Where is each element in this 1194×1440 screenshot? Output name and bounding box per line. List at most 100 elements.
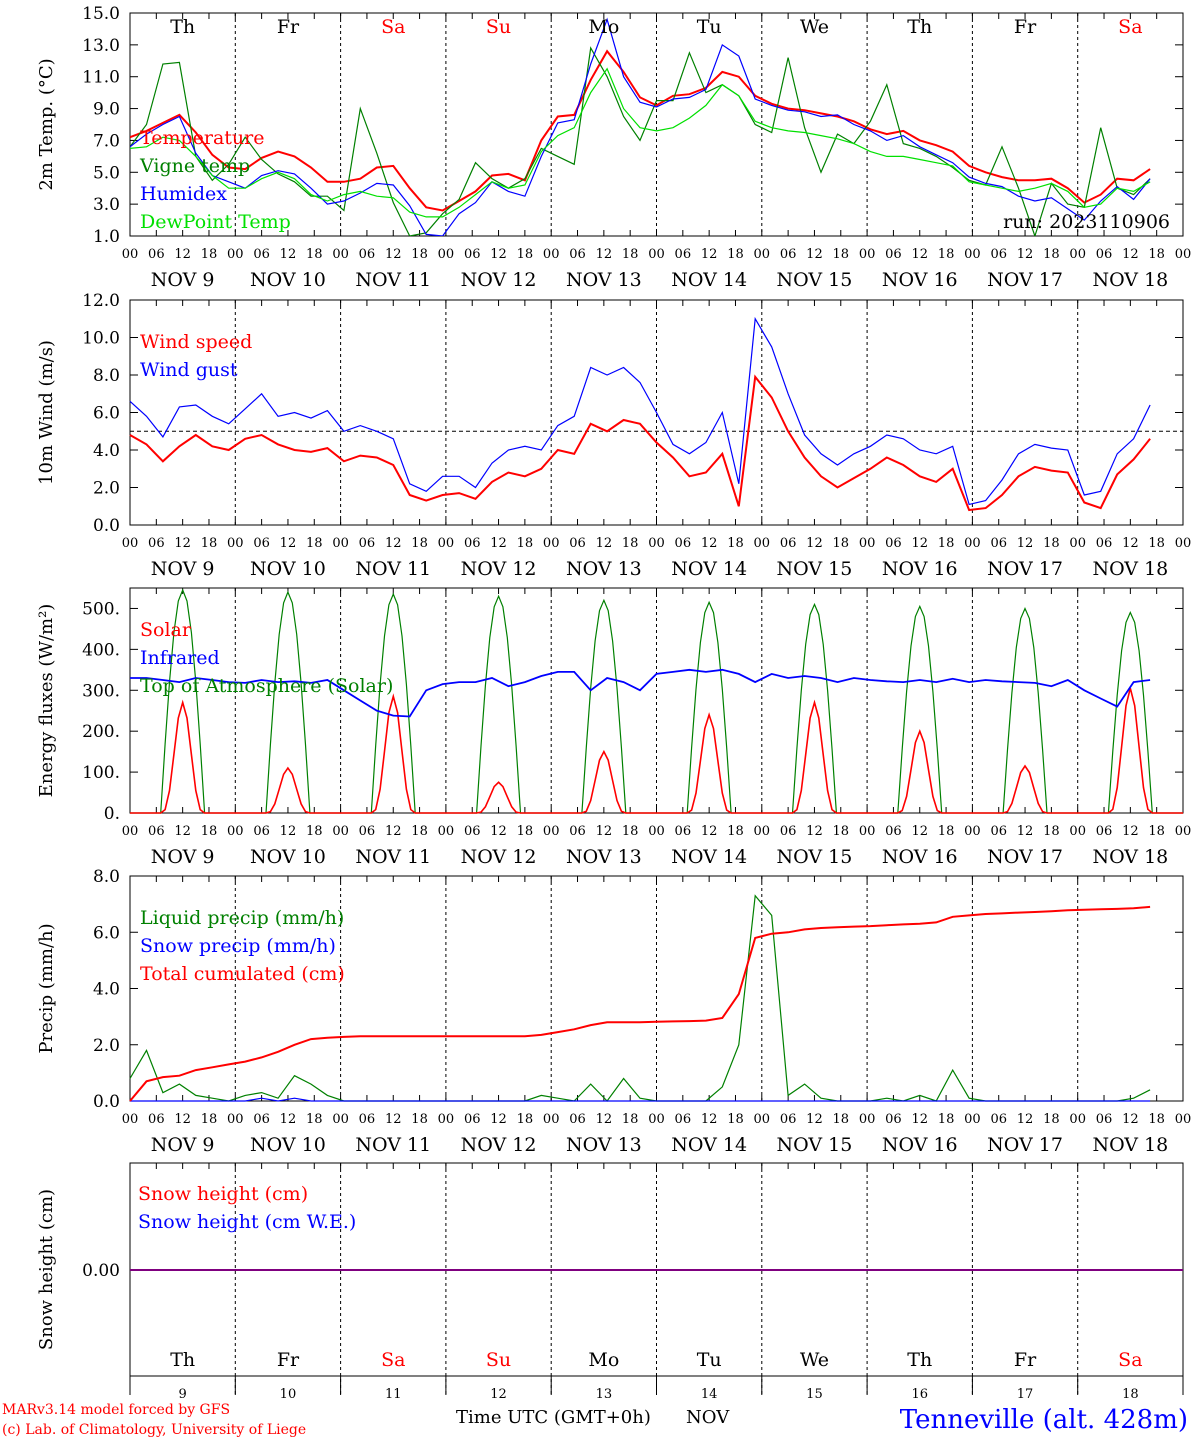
date-label: NOV 12	[461, 558, 537, 580]
x-hour-label: 06	[1096, 536, 1113, 551]
x-hour-label: 18	[306, 824, 323, 839]
date-label: NOV 15	[777, 846, 853, 868]
x-hour-label: 12	[911, 536, 928, 551]
x-hour-label: 18	[1148, 1112, 1165, 1127]
x-hour-label: 06	[780, 247, 797, 262]
date-label: NOV 13	[566, 269, 642, 291]
x-hour-label: 00	[227, 1112, 244, 1127]
y-tick-label: 100.	[82, 763, 120, 783]
x-hour-label: 00	[964, 536, 981, 551]
weekday-label: Fr	[277, 1349, 300, 1371]
x-hour-label: 06	[569, 824, 586, 839]
date-label: NOV 18	[1092, 558, 1168, 580]
weekday-label: Fr	[1014, 16, 1037, 38]
x-hour-label: 06	[359, 824, 376, 839]
x-hour-label: 18	[727, 247, 744, 262]
date-label: NOV 14	[671, 1134, 747, 1156]
x-hour-label: 00	[964, 824, 981, 839]
x-hour-label: 12	[1122, 536, 1139, 551]
legend-entry: Temperature	[140, 127, 264, 149]
weekday-label: Su	[486, 16, 511, 38]
x-hour-label: 18	[517, 536, 534, 551]
date-label: NOV 11	[355, 269, 431, 291]
x-hour-label: 00	[754, 1112, 771, 1127]
snow-precip-line	[130, 1097, 1151, 1102]
date-label: NOV 10	[250, 846, 326, 868]
x-hour-label: 06	[990, 1112, 1007, 1127]
y-axis-label: 2m Temp. (°C)	[36, 58, 57, 190]
x-hour-label: 00	[859, 536, 876, 551]
x-hour-label: 18	[938, 824, 955, 839]
x-hour-label: 18	[938, 536, 955, 551]
x-hour-label: 06	[885, 536, 902, 551]
x-hour-label: 00	[227, 824, 244, 839]
date-label: NOV 17	[987, 558, 1063, 580]
y-tick-label: 5.0	[93, 163, 120, 183]
legend-entry: Wind gust	[140, 359, 238, 381]
weekday-label: Th	[170, 16, 195, 38]
weekday-label: Tu	[697, 16, 722, 38]
x-hour-label: 12	[385, 536, 402, 551]
x-hour-label: 18	[517, 247, 534, 262]
y-tick-label: 300.	[82, 681, 120, 701]
x-hour-label: 12	[174, 247, 191, 262]
x-hour-label: 06	[148, 247, 165, 262]
wind-line	[129, 316, 1151, 506]
y-tick-label: 1.0	[93, 227, 120, 247]
date-label: NOV 13	[566, 846, 642, 868]
x-hour-label: 12	[280, 1112, 297, 1127]
x-hour-label: 12	[174, 536, 191, 551]
x-hour-label: 12	[490, 247, 507, 262]
x-hour-label: 06	[253, 536, 270, 551]
infrared-line	[130, 668, 1151, 718]
x-hour-label: 18	[1043, 1112, 1060, 1127]
date-label: NOV 16	[882, 558, 958, 580]
date-label: NOV 13	[566, 1134, 642, 1156]
x-hour-label: 00	[438, 1112, 455, 1127]
weekday-label: Su	[486, 1349, 511, 1371]
x-hour-label: 06	[885, 824, 902, 839]
x-hour-label: 06	[253, 824, 270, 839]
x-hour-label: 18	[306, 1112, 323, 1127]
y-tick-label: 0.0	[93, 516, 120, 536]
x-hour-label: 12	[701, 1112, 718, 1127]
weekday-label: Sa	[1118, 1349, 1142, 1371]
x-hour-label: 06	[990, 247, 1007, 262]
x-hour-label: 06	[569, 247, 586, 262]
x-hour-label: 06	[569, 1112, 586, 1127]
x-hour-label: 18	[306, 247, 323, 262]
y-axis-label: Snow height (cm)	[36, 1189, 57, 1350]
date-label: NOV 16	[882, 269, 958, 291]
x-hour-label: 06	[780, 1112, 797, 1127]
date-label: NOV 9	[151, 558, 215, 580]
legend-entry: Vigne temp	[139, 155, 250, 177]
x-hour-label: 00	[754, 824, 771, 839]
weekday-label: Sa	[381, 1349, 405, 1371]
y-axis-label: 10m Wind (m/s)	[36, 340, 57, 485]
x-hour-label: 18	[411, 1112, 428, 1127]
y-tick-label: 200.	[82, 722, 120, 742]
x-hour-label: 06	[780, 824, 797, 839]
footer-lab-text: (c) Lab. of Climatology, University of L…	[2, 1422, 306, 1438]
day-number-label: 14	[701, 1387, 718, 1402]
x-hour-label: 06	[359, 1112, 376, 1127]
x-hour-label: 00	[543, 536, 560, 551]
date-label: NOV 18	[1092, 1134, 1168, 1156]
date-label: NOV 9	[151, 1134, 215, 1156]
x-hour-label: 12	[1017, 536, 1034, 551]
date-label: NOV 11	[355, 846, 431, 868]
y-tick-label: 6.0	[93, 923, 120, 943]
date-label: NOV 15	[777, 558, 853, 580]
day-number-label: 12	[490, 1387, 507, 1402]
x-hour-label: 12	[280, 824, 297, 839]
y-tick-label: 6.0	[93, 404, 120, 424]
x-hour-label: 00	[1175, 1112, 1192, 1127]
x-hour-label: 06	[675, 247, 692, 262]
x-hour-label: 12	[1017, 1112, 1034, 1127]
x-hour-label: 12	[1122, 1112, 1139, 1127]
temperature-line	[130, 49, 1151, 212]
x-hour-label: 06	[885, 1112, 902, 1127]
x-hour-label: 00	[227, 536, 244, 551]
x-hour-label: 12	[701, 536, 718, 551]
